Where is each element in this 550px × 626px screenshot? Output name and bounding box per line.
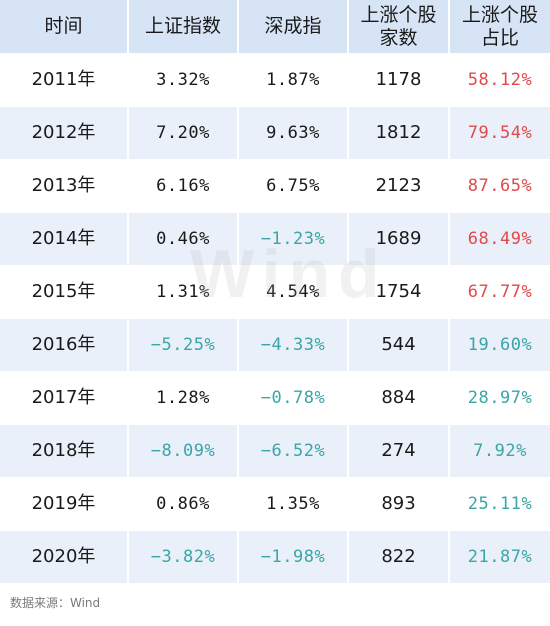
up-pct-cell: 68.49%: [467, 228, 533, 249]
shanghai-change-cell: 0.46%: [129, 213, 239, 265]
up-pct-cell: 28.97%: [467, 387, 533, 408]
source-note: 数据来源：Wind: [10, 596, 101, 610]
up-count-cell: 893: [349, 478, 450, 530]
up-pct-cell: 25.11%: [467, 493, 533, 514]
shenzhen-change-cell: −1.98%: [239, 531, 349, 583]
shenzhen-change-cell: 1.35%: [239, 478, 349, 530]
year-cell: 2014年: [0, 213, 129, 265]
up-pct-cell: 7.92%: [473, 440, 527, 461]
table-row: 2020年 −3.82% −1.98% 822 21.87%: [0, 531, 550, 584]
table-header-row: 时间 上证指数 深成指 上涨个股 家数 上涨个股 占比: [0, 0, 550, 54]
up-pct-cell: 21.87%: [467, 546, 533, 567]
year-cell: 2016年: [0, 319, 129, 371]
table-row: 2015年 1.31% 4.54% 1754 67.77%: [0, 266, 550, 319]
shanghai-change-cell: −5.25%: [129, 319, 239, 371]
shenzhen-change-cell: 1.87%: [239, 54, 349, 106]
shenzhen-change-cell: 9.63%: [239, 107, 349, 159]
year-cell: 2018年: [0, 425, 129, 477]
header-up-pct: 上涨个股 占比: [461, 3, 538, 49]
table-row: 2012年 7.20% 9.63% 1812 79.54%: [0, 107, 550, 160]
data-table: 时间 上证指数 深成指 上涨个股 家数 上涨个股 占比 2011年 3.32% 1.…: [0, 0, 550, 584]
header-up-count: 上涨个股 家数: [349, 0, 450, 53]
up-pct-cell: 19.60%: [467, 334, 533, 355]
year-cell: 2019年: [0, 478, 129, 530]
shanghai-change-cell: 0.86%: [129, 478, 239, 530]
up-pct-cell: 67.77%: [467, 281, 533, 302]
up-pct-cell: 58.12%: [467, 69, 533, 90]
up-count-cell: 884: [349, 372, 450, 424]
year-cell: 2013年: [0, 160, 129, 212]
up-pct-cell: 79.54%: [467, 122, 533, 143]
table-row: 2019年 0.86% 1.35% 893 25.11%: [0, 478, 550, 531]
year-cell: 2012年: [0, 107, 129, 159]
shanghai-change-cell: 3.32%: [129, 54, 239, 106]
year-cell: 2017年: [0, 372, 129, 424]
up-count-cell: 1178: [349, 54, 450, 106]
shenzhen-change-cell: 6.75%: [239, 160, 349, 212]
shanghai-change-cell: −3.82%: [129, 531, 239, 583]
up-count-cell: 822: [349, 531, 450, 583]
table-row: 2017年 1.28% −0.78% 884 28.97%: [0, 372, 550, 425]
shenzhen-change-cell: −4.33%: [239, 319, 349, 371]
shanghai-change-cell: 7.20%: [129, 107, 239, 159]
table-row: 2016年 −5.25% −4.33% 544 19.60%: [0, 319, 550, 372]
header-time: 时间: [0, 0, 129, 53]
year-cell: 2011年: [0, 54, 129, 106]
up-count-cell: 2123: [349, 160, 450, 212]
shanghai-change-cell: 1.31%: [129, 266, 239, 318]
shenzhen-change-cell: −1.23%: [239, 213, 349, 265]
shenzhen-change-cell: −6.52%: [239, 425, 349, 477]
up-pct-cell: 87.65%: [467, 175, 533, 196]
shenzhen-change-cell: 4.54%: [239, 266, 349, 318]
up-count-cell: 1689: [349, 213, 450, 265]
shenzhen-change-cell: −0.78%: [239, 372, 349, 424]
table-row: 2011年 3.32% 1.87% 1178 58.12%: [0, 54, 550, 107]
header-shenzhen-index: 深成指: [239, 0, 349, 53]
table-body: 2011年 3.32% 1.87% 1178 58.12% 2012年 7.20% 9.63%…: [0, 54, 550, 584]
table-row: 2013年 6.16% 6.75% 2123 87.65%: [0, 160, 550, 213]
up-count-cell: 1812: [349, 107, 450, 159]
up-count-cell: 274: [349, 425, 450, 477]
shanghai-change-cell: −8.09%: [129, 425, 239, 477]
shanghai-change-cell: 6.16%: [129, 160, 239, 212]
table-row: 2014年 0.46% −1.23% 1689 68.49%: [0, 213, 550, 266]
table-row: 2018年 −8.09% −6.52% 274 7.92%: [0, 425, 550, 478]
shanghai-change-cell: 1.28%: [129, 372, 239, 424]
up-count-cell: 1754: [349, 266, 450, 318]
year-cell: 2015年: [0, 266, 129, 318]
year-cell: 2020年: [0, 531, 129, 583]
up-count-cell: 544: [349, 319, 450, 371]
header-shanghai-index: 上证指数: [129, 0, 239, 53]
